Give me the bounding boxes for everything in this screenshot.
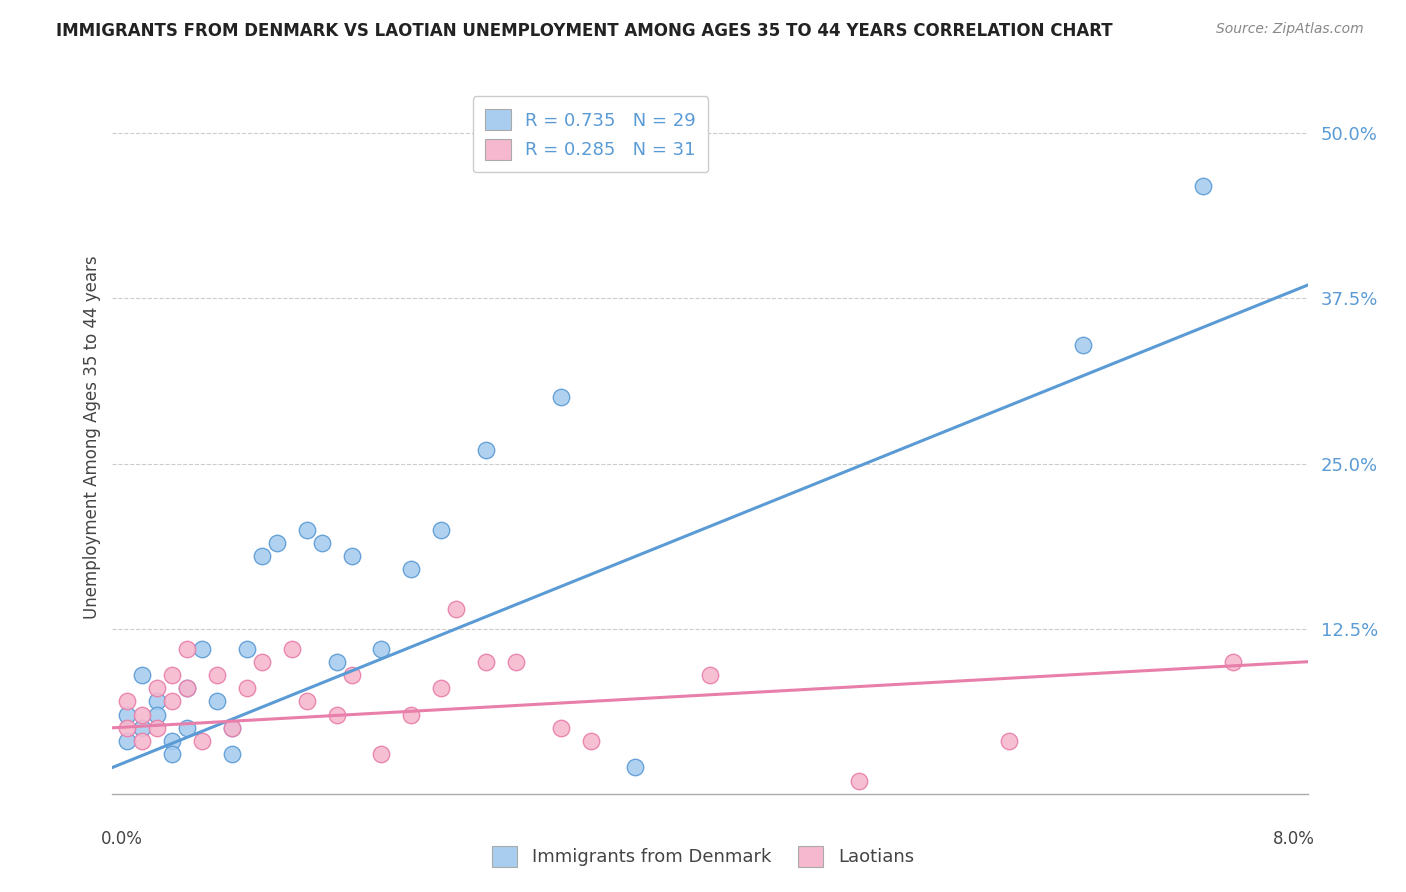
Point — [250, 549, 273, 563]
Legend: Immigrants from Denmark, Laotians: Immigrants from Denmark, Laotians — [485, 838, 921, 874]
Point — [146, 707, 169, 722]
Point — [998, 734, 1021, 748]
Point — [205, 694, 228, 708]
Point — [295, 523, 318, 537]
Point — [250, 655, 273, 669]
Text: IMMIGRANTS FROM DENMARK VS LAOTIAN UNEMPLOYMENT AMONG AGES 35 TO 44 YEARS CORREL: IMMIGRANTS FROM DENMARK VS LAOTIAN UNEMP… — [56, 22, 1114, 40]
Point — [236, 681, 259, 695]
Point — [370, 641, 392, 656]
Point — [430, 681, 453, 695]
Point — [550, 721, 572, 735]
Point — [162, 734, 183, 748]
Point — [370, 747, 392, 762]
Text: 0.0%: 0.0% — [101, 830, 143, 847]
Point — [1073, 337, 1095, 351]
Point — [550, 391, 572, 405]
Point — [221, 747, 243, 762]
Point — [624, 760, 647, 774]
Point — [117, 721, 139, 735]
Point — [176, 721, 198, 735]
Legend: R = 0.735   N = 29, R = 0.285   N = 31: R = 0.735 N = 29, R = 0.285 N = 31 — [472, 96, 709, 172]
Point — [162, 694, 183, 708]
Point — [117, 694, 139, 708]
Text: 8.0%: 8.0% — [1272, 830, 1315, 847]
Point — [295, 694, 318, 708]
Point — [117, 707, 139, 722]
Point — [146, 694, 169, 708]
Point — [176, 681, 198, 695]
Point — [579, 734, 602, 748]
Point — [266, 536, 288, 550]
Point — [505, 655, 527, 669]
Point — [131, 721, 153, 735]
Point — [146, 721, 169, 735]
Point — [281, 641, 304, 656]
Point — [236, 641, 259, 656]
Point — [131, 707, 153, 722]
Point — [430, 523, 453, 537]
Point — [340, 549, 363, 563]
Point — [340, 668, 363, 682]
Point — [401, 707, 423, 722]
Point — [146, 681, 169, 695]
Point — [848, 773, 870, 788]
Point — [1222, 655, 1244, 669]
Point — [699, 668, 721, 682]
Point — [325, 707, 347, 722]
Point — [221, 721, 243, 735]
Point — [475, 443, 498, 458]
Point — [176, 641, 198, 656]
Point — [131, 734, 153, 748]
Point — [162, 668, 183, 682]
Point — [191, 734, 214, 748]
Point — [311, 536, 333, 550]
Point — [205, 668, 228, 682]
Point — [117, 734, 139, 748]
Point — [1192, 179, 1215, 194]
Point — [162, 747, 183, 762]
Point — [401, 562, 423, 576]
Text: Source: ZipAtlas.com: Source: ZipAtlas.com — [1216, 22, 1364, 37]
Y-axis label: Unemployment Among Ages 35 to 44 years: Unemployment Among Ages 35 to 44 years — [83, 255, 101, 619]
Point — [221, 721, 243, 735]
Point — [176, 681, 198, 695]
Point — [325, 655, 347, 669]
Point — [191, 641, 214, 656]
Point — [444, 602, 467, 616]
Point — [475, 655, 498, 669]
Point — [131, 668, 153, 682]
